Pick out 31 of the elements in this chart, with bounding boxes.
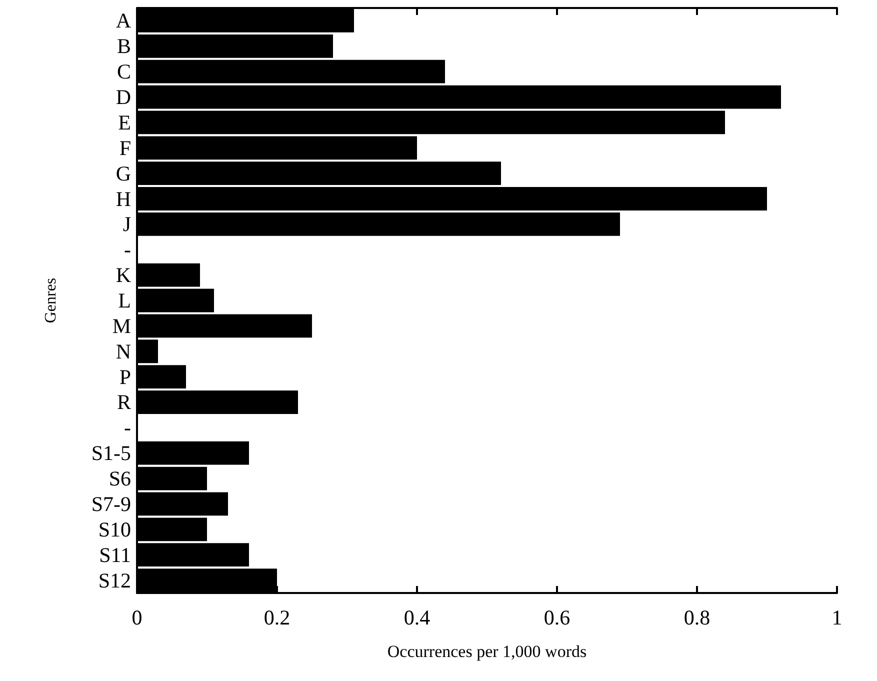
- x-tick-label: 0.8: [684, 606, 710, 630]
- y-axis-title: Genres: [42, 278, 60, 324]
- x-tick-label: 0.6: [544, 606, 570, 630]
- y-tick-label: S1-5: [91, 441, 131, 466]
- y-tick-label: -: [124, 238, 131, 262]
- y-tick-label: D: [116, 85, 131, 110]
- y-tick-label: S7-9: [91, 492, 131, 516]
- y-tick-label: S11: [99, 542, 131, 567]
- x-tick-label: 1: [832, 606, 842, 630]
- y-tick-label: E: [118, 110, 131, 134]
- x-tick-label: 0: [132, 606, 142, 630]
- y-tick-label: S6: [108, 466, 131, 491]
- y-tick-label: A: [116, 8, 132, 33]
- y-tick-label: R: [116, 390, 131, 414]
- y-tick-label: -: [124, 416, 131, 440]
- y-tick-label: N: [116, 339, 131, 364]
- y-tick-label: F: [119, 136, 131, 160]
- y-tick-label: G: [116, 161, 131, 186]
- y-tick-label: J: [122, 212, 131, 236]
- y-tick-label: M: [112, 314, 132, 338]
- x-axis-title: Occurrences per 1,000 words: [387, 642, 587, 661]
- y-tick-label: H: [116, 186, 131, 211]
- y-tick-label: B: [116, 34, 131, 58]
- y-tick-label: K: [116, 263, 131, 288]
- y-tick-label: L: [118, 288, 131, 312]
- y-tick-label: S12: [98, 568, 131, 592]
- x-tick-label: 0.4: [404, 606, 431, 630]
- x-tick-label: 0.2: [264, 606, 290, 630]
- y-tick-label: P: [119, 364, 131, 389]
- y-tick-label: C: [116, 60, 131, 84]
- y-tick-label: S10: [98, 517, 131, 542]
